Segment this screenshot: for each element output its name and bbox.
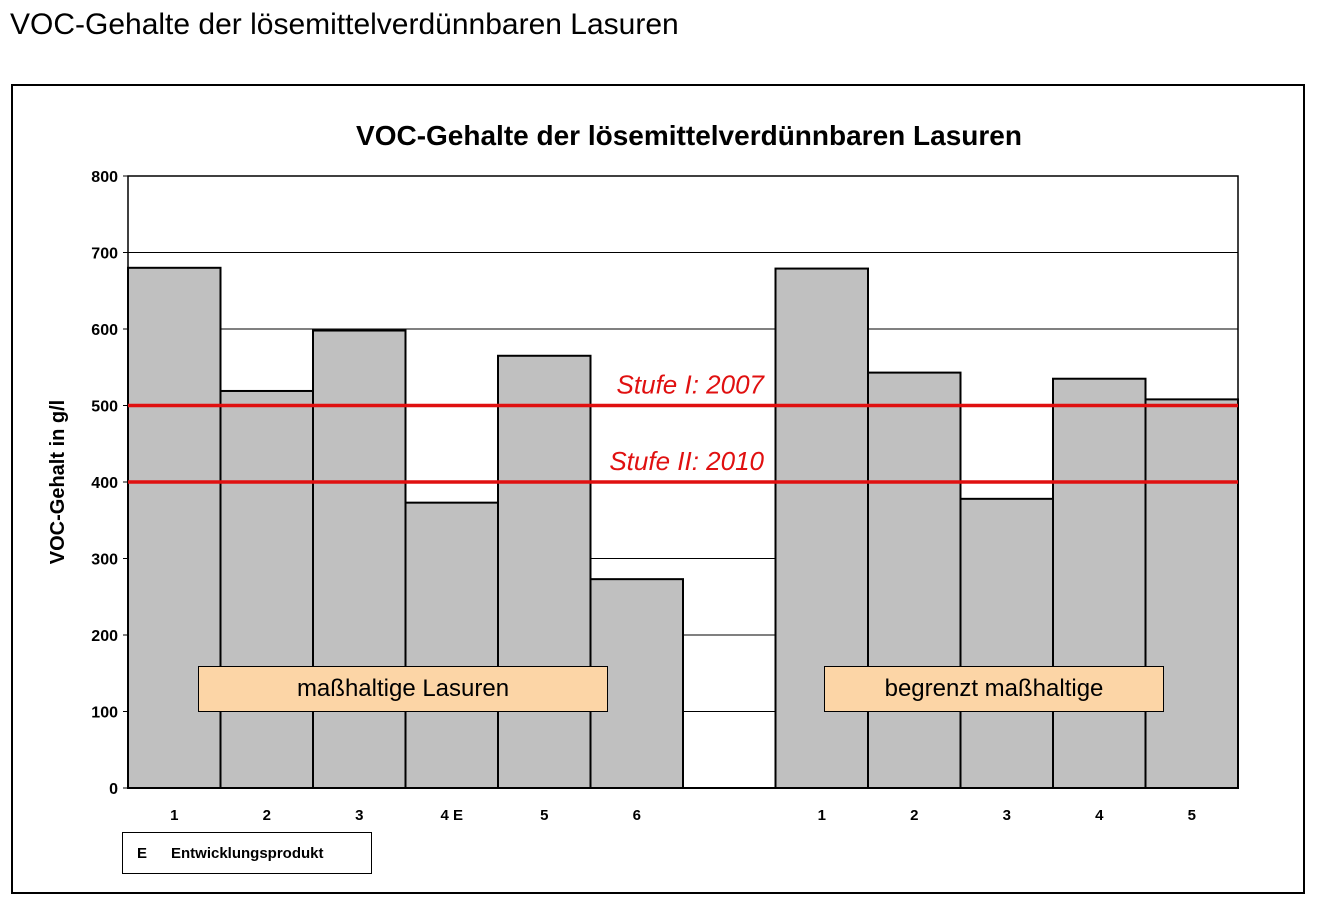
x-tick-label: 2 xyxy=(910,807,918,824)
bar xyxy=(1052,377,1147,789)
x-tick-label: 3 xyxy=(1003,807,1011,824)
x-tick-label: 4 xyxy=(1095,807,1104,824)
bar xyxy=(959,497,1054,789)
page-title: VOC-Gehalte der lösemittelverdünnbaren L… xyxy=(10,8,679,41)
y-tick-label: 800 xyxy=(91,169,118,186)
y-tick-label: 700 xyxy=(91,246,118,263)
bar xyxy=(1144,398,1239,789)
group-label-masshaltige: maßhaltige Lasuren xyxy=(198,666,608,712)
x-tick-label: 6 xyxy=(633,807,641,824)
bar xyxy=(404,501,499,789)
legend: E Entwicklungsprodukt xyxy=(122,832,372,874)
y-tick-label: 500 xyxy=(91,399,118,416)
bar xyxy=(497,354,592,789)
x-tick-label: 3 xyxy=(355,807,363,824)
x-tick-label: 5 xyxy=(1188,807,1196,824)
x-tick-label: 1 xyxy=(818,807,826,824)
legend-text: Entwicklungsprodukt xyxy=(171,844,324,862)
y-tick-label: 100 xyxy=(91,705,118,722)
group-label-begrenzt-masshaltige: begrenzt maßhaltige xyxy=(824,666,1164,712)
y-tick-label: 200 xyxy=(91,628,118,645)
x-tick-label: 4 E xyxy=(440,807,463,824)
bar xyxy=(312,329,407,789)
y-axis-label: VOC-Gehalt in g/l xyxy=(47,400,69,564)
reference-line-label: Stufe I: 2007 xyxy=(617,370,766,400)
legend-key: E xyxy=(137,844,148,862)
reference-line-label: Stufe II: 2010 xyxy=(609,446,764,476)
y-tick-label: 400 xyxy=(91,475,118,492)
y-tick-label: 300 xyxy=(91,552,118,569)
x-tick-label: 5 xyxy=(540,807,548,824)
chart-title: VOC-Gehalte der lösemittelverdünnbaren L… xyxy=(356,120,1022,151)
y-tick-label: 0 xyxy=(109,781,118,798)
y-tick-label: 600 xyxy=(91,322,118,339)
bar xyxy=(219,389,314,789)
x-tick-label: 2 xyxy=(263,807,271,824)
bar xyxy=(867,371,962,789)
x-tick-label: 1 xyxy=(170,807,178,824)
